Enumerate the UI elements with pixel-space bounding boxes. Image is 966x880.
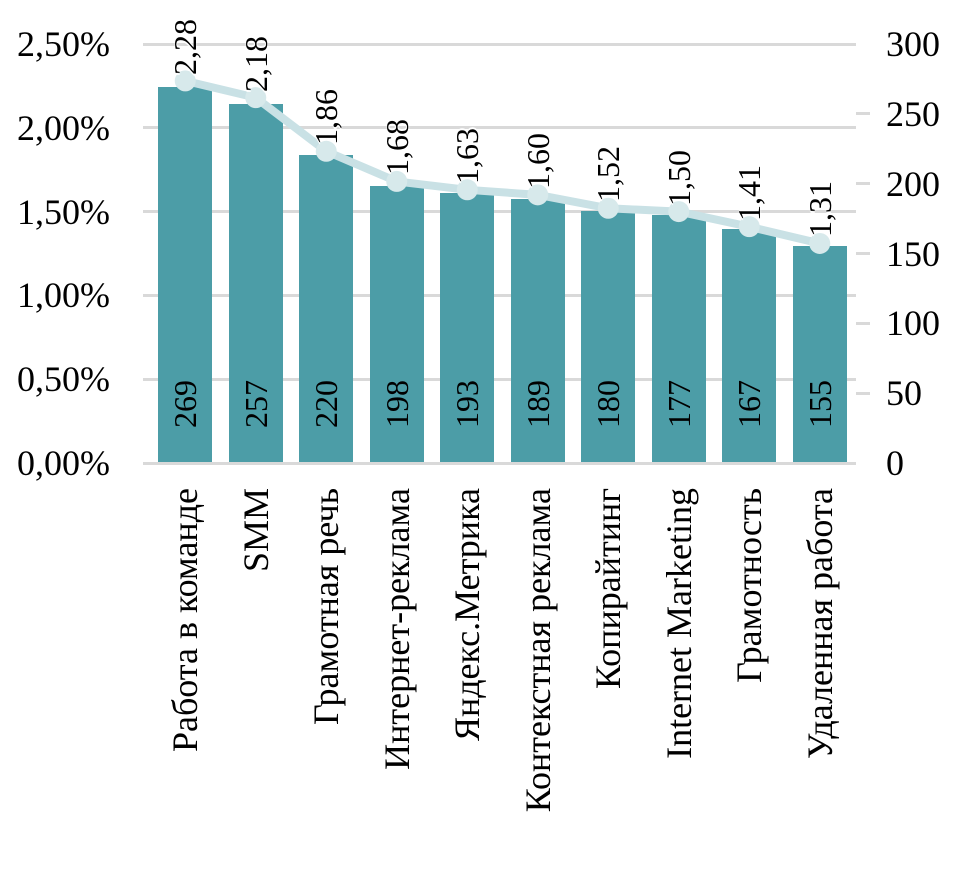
line-value-label: 2,18 — [237, 35, 274, 92]
right-axis-tick — [856, 321, 870, 325]
bar-value-label: 220 — [308, 380, 345, 428]
line-value-label: 2,28 — [167, 18, 204, 75]
right-axis-tick-label: 300 — [886, 24, 940, 64]
right-axis-tick-label: 0 — [886, 443, 904, 483]
right-axis-tick-label: 50 — [886, 373, 922, 414]
right-axis-tick — [856, 391, 870, 395]
category-label: Яндекс.Метрика — [447, 488, 488, 742]
category-label: Работа в команде — [165, 488, 206, 753]
line-value-label: 1,52 — [590, 146, 627, 203]
right-axis-tick-label: 100 — [886, 303, 940, 344]
category-label: Интернет-реклама — [376, 488, 417, 770]
right-axis-tick — [856, 182, 870, 186]
left-axis-tick-label: 1,50% — [17, 191, 110, 232]
line-value-label: 1,50 — [660, 149, 697, 206]
right-axis-tick-label: 250 — [886, 93, 940, 134]
right-axis-tick — [856, 252, 870, 255]
bar-value-label: 155 — [801, 380, 838, 428]
line-value-label: 1,41 — [731, 164, 768, 221]
bar-value-label: 180 — [590, 380, 627, 428]
gridline — [143, 461, 856, 465]
line-value-label: 1,60 — [519, 132, 556, 189]
bar-value-label: 198 — [378, 380, 415, 428]
bar — [581, 211, 636, 462]
category-label: Контекстная реклама — [517, 488, 558, 813]
line-value-label: 1,68 — [378, 119, 415, 176]
gridline — [143, 42, 856, 46]
left-axis-tick-label: 2,00% — [17, 107, 110, 148]
category-label: SMM — [235, 488, 276, 573]
right-axis-tick-label: 150 — [886, 233, 940, 274]
left-axis-tick-label: 0,00% — [17, 443, 110, 483]
bar-value-label: 269 — [167, 380, 204, 428]
gridline — [143, 293, 856, 297]
bar — [722, 229, 777, 462]
line-value-label: 1,86 — [308, 89, 345, 146]
bar-value-label: 193 — [449, 380, 486, 428]
bar-value-label: 177 — [660, 380, 697, 428]
category-label: Грамотная речь — [306, 488, 347, 725]
category-label: Internet Marketing — [658, 488, 699, 759]
line-value-label: 1,63 — [449, 127, 486, 184]
line-value-label: 1,31 — [801, 181, 838, 238]
bar — [792, 246, 847, 462]
category-label: Удаленная работа — [799, 488, 840, 760]
gridline — [143, 377, 856, 381]
right-axis-tick-label: 200 — [886, 163, 940, 204]
bar-value-label: 257 — [237, 380, 274, 428]
bar — [651, 215, 706, 462]
right-axis-tick — [856, 112, 870, 116]
bar-value-label: 167 — [731, 380, 768, 428]
left-axis-tick-label: 2,50% — [17, 24, 110, 64]
left-axis-tick-label: 0,50% — [17, 359, 110, 400]
category-label: Грамотность — [729, 488, 770, 683]
left-axis-tick-label: 1,00% — [17, 275, 110, 316]
bar-value-label: 189 — [519, 380, 556, 428]
category-label: Копирайтинг — [588, 488, 629, 690]
